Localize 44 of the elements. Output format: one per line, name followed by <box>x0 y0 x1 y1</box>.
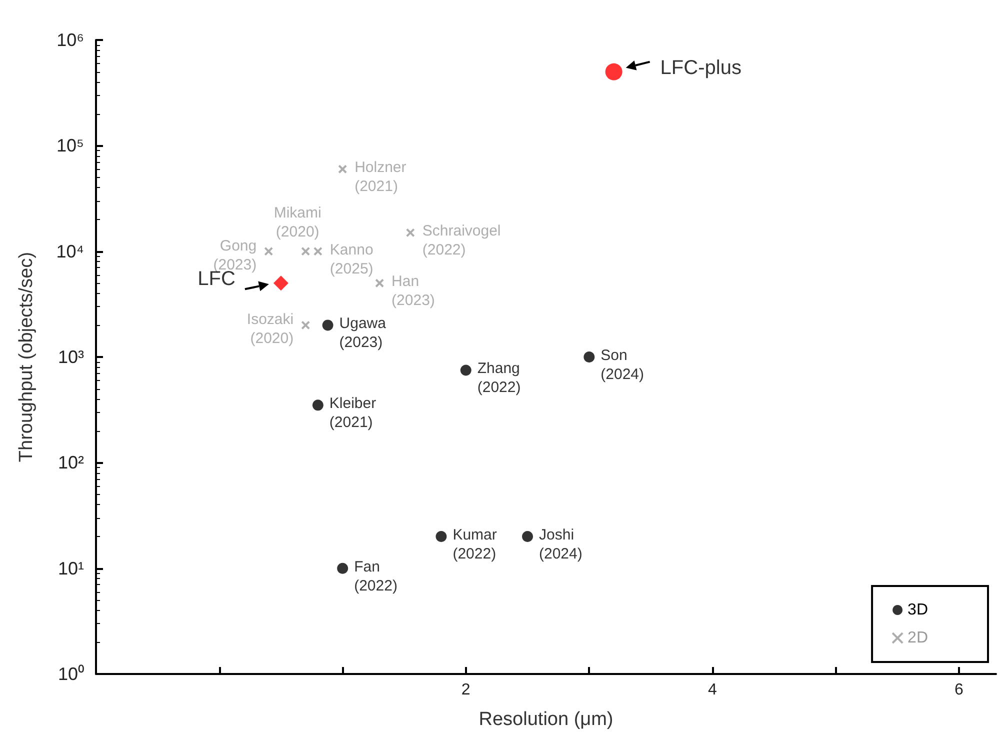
point <box>273 276 288 291</box>
annotation: Mikami (2020) <box>274 204 322 240</box>
x-tick-label: 4 <box>708 682 717 698</box>
y-tick-label: 10¹ <box>58 558 84 578</box>
y-tick-label: 10⁴ <box>56 241 84 262</box>
annotation: Fan (2022) <box>354 558 398 594</box>
y-tick-label: 10³ <box>58 347 84 367</box>
point <box>605 63 622 80</box>
annotation: Ugawa (2023) <box>339 315 387 352</box>
point <box>313 246 322 256</box>
legend-label: 2D <box>908 630 928 646</box>
x-axis-title: Resolution (μm) <box>478 709 614 730</box>
point <box>264 246 274 256</box>
y-tick-label: 10⁶ <box>56 30 84 50</box>
point <box>406 228 415 238</box>
point <box>338 164 348 174</box>
point <box>584 352 595 362</box>
annotation: Son (2024) <box>600 347 644 383</box>
annotation: Kanno (2025) <box>330 241 374 278</box>
point <box>301 246 310 256</box>
annotation: Joshi (2024) <box>539 526 582 563</box>
annotation: Holzner (2021) <box>354 159 406 196</box>
point <box>322 320 334 331</box>
point <box>460 364 472 376</box>
annotation: Schraivogel (2022) <box>422 222 501 259</box>
annotation: Isozaki (2020) <box>246 311 294 348</box>
y-axis-title: Throughput (objects/sec) <box>16 252 37 462</box>
annotation: LFC-plus <box>660 56 742 79</box>
x-tick-label: 2 <box>461 682 470 698</box>
legend-label: 3D <box>908 602 928 618</box>
y-tick-label: 10² <box>58 452 84 473</box>
annotation: Kleiber (2021) <box>329 395 376 432</box>
annotation: Zhang (2022) <box>477 360 521 396</box>
annotation: Han (2023) <box>392 273 435 310</box>
point <box>312 400 324 411</box>
point <box>436 531 447 542</box>
point <box>375 278 384 288</box>
x-tick-label: 6 <box>954 682 964 698</box>
annotation: Kumar (2022) <box>452 526 497 563</box>
y-tick-label: 10⁵ <box>56 136 84 156</box>
y-tick-label: 10⁰ <box>58 664 84 684</box>
point <box>522 531 534 542</box>
point <box>337 562 348 574</box>
point <box>301 320 310 330</box>
